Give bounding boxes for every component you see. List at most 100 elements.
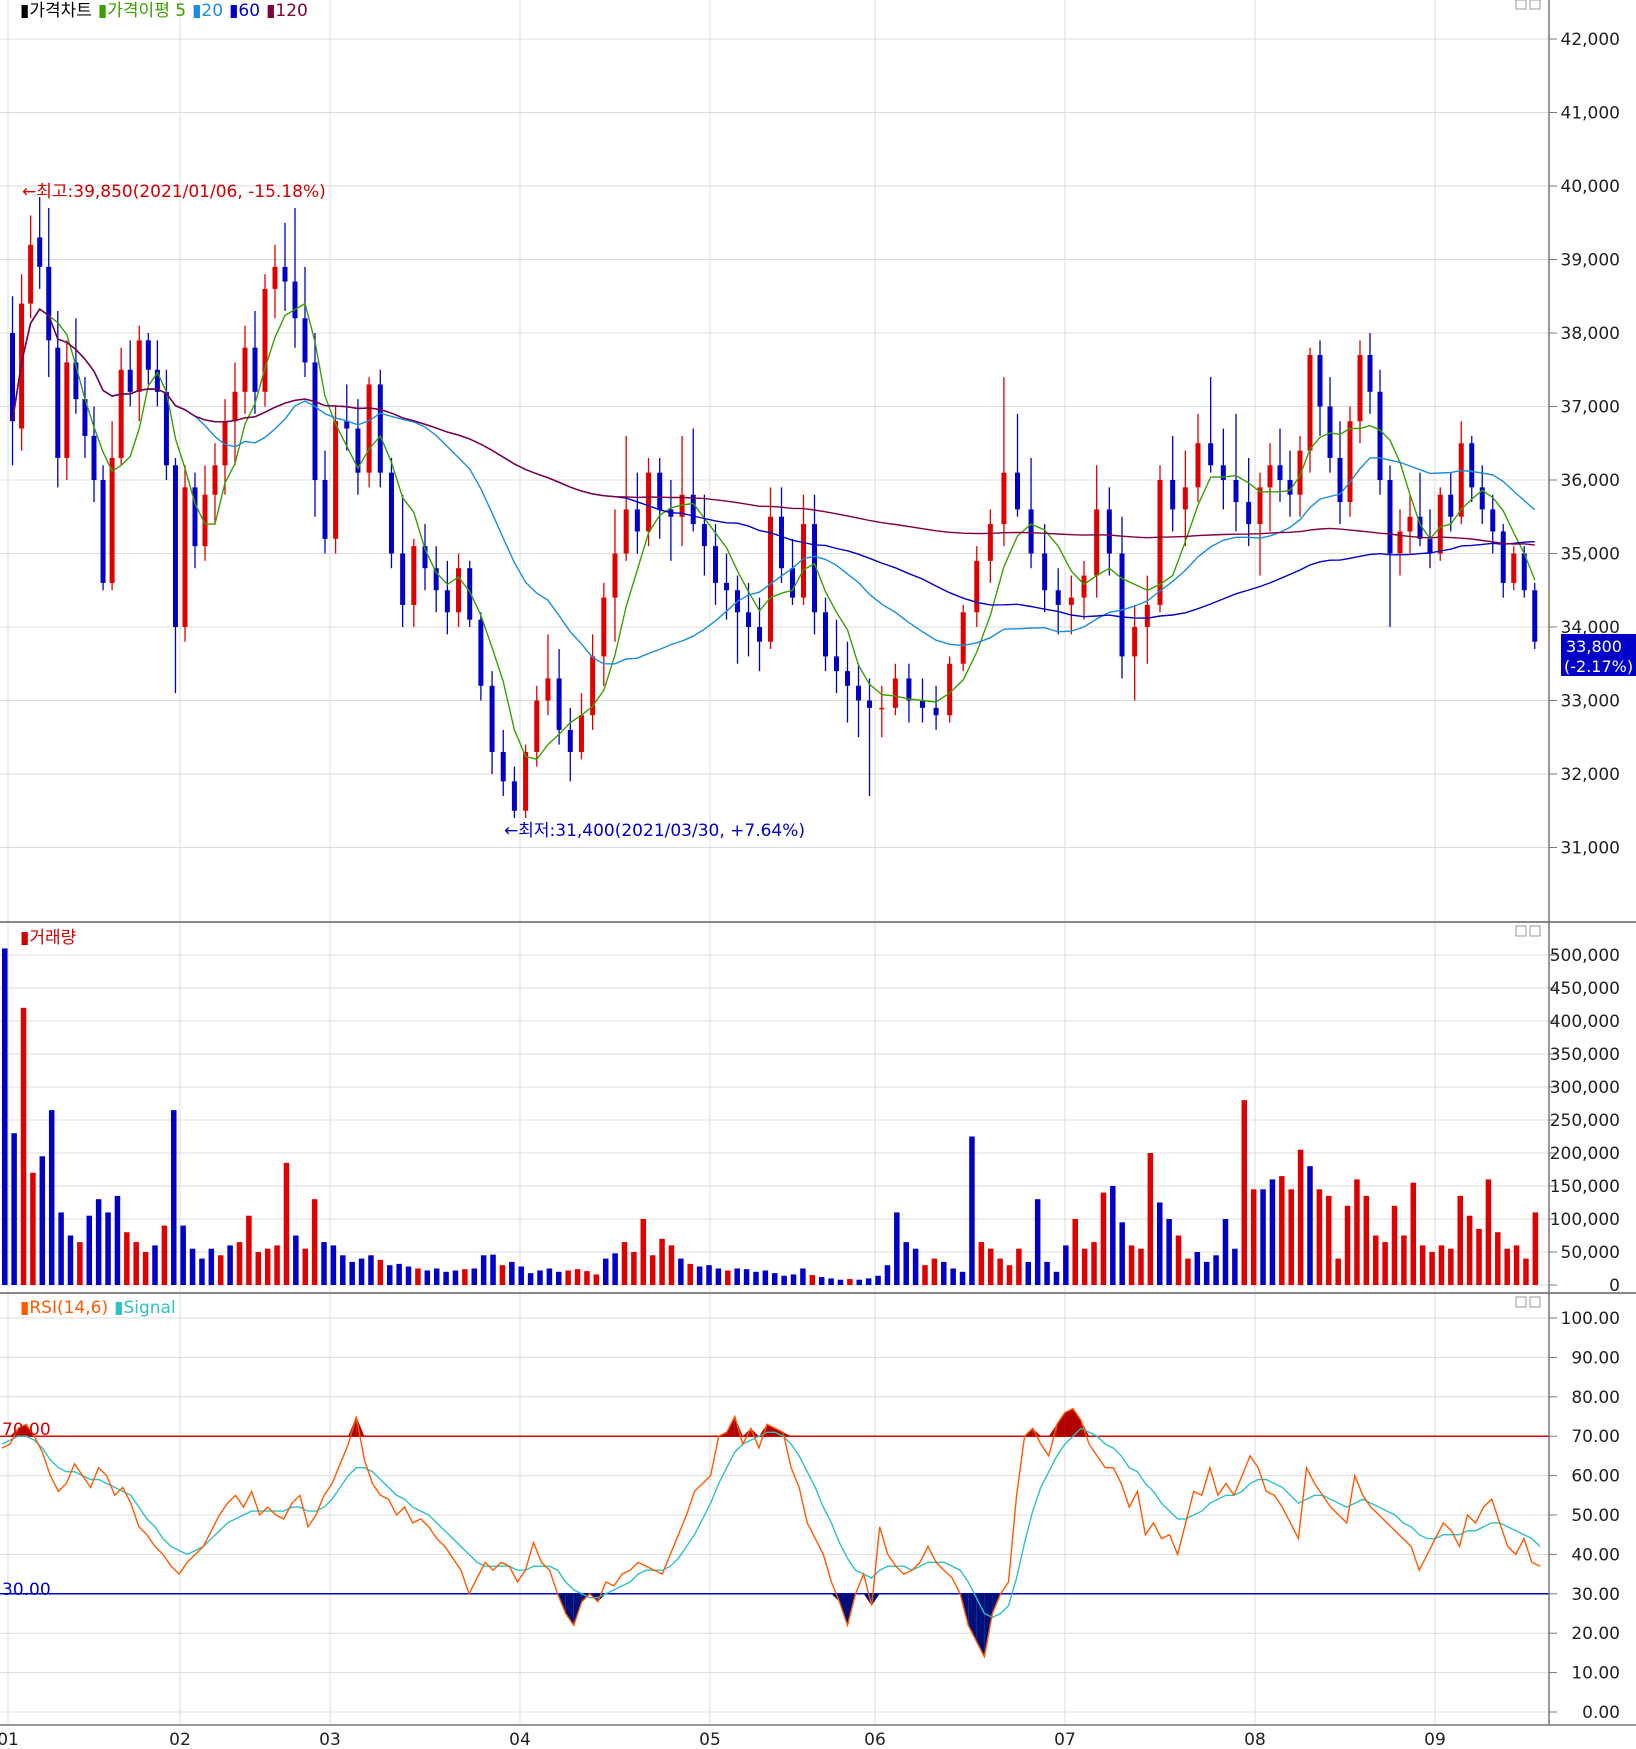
- legend-entry[interactable]: 120: [275, 1, 307, 21]
- volume-bar: [1232, 1248, 1238, 1285]
- volume-bar: [264, 1248, 271, 1285]
- legend-entry[interactable]: 60: [238, 1, 260, 21]
- volume-bar: [1110, 1186, 1116, 1285]
- candle-body: [1257, 487, 1263, 525]
- candle-body: [523, 751, 529, 811]
- candle-body: [1500, 531, 1506, 583]
- candle-body: [82, 399, 88, 436]
- candle-body: [974, 560, 980, 613]
- volume-bar: [1175, 1235, 1182, 1285]
- candle-body: [145, 340, 151, 370]
- legend-entry[interactable]: Signal: [123, 1298, 175, 1318]
- close-icon[interactable]: [1529, 925, 1541, 937]
- volume-bar: [58, 1212, 64, 1285]
- candle-body: [64, 362, 70, 458]
- volume-bar: [415, 1268, 421, 1285]
- price-panel-controls: [1515, 0, 1541, 10]
- y-tick-label: 40,000: [1561, 177, 1620, 197]
- volume-bar: [189, 1248, 196, 1285]
- candle-body: [1001, 472, 1007, 525]
- legend-entry[interactable]: RSI(14,6): [29, 1298, 108, 1318]
- rsi-signal-line: [1, 1427, 1541, 1619]
- volume-bar: [433, 1268, 440, 1285]
- maximize-icon[interactable]: [1515, 1296, 1527, 1308]
- y-tick-label: 150,000: [1550, 1177, 1620, 1197]
- legend-marker: ▮: [20, 928, 29, 948]
- volume-bar: [1166, 1219, 1172, 1285]
- volume-bar: [1119, 1222, 1125, 1285]
- candle-body: [757, 627, 762, 642]
- candle-body: [1387, 480, 1393, 554]
- candle-body: [100, 480, 106, 583]
- legend-entry[interactable]: 가격이평 5: [107, 1, 186, 21]
- volume-bar: [1288, 1189, 1294, 1285]
- candle-body: [127, 369, 133, 392]
- volume-bar: [1081, 1248, 1088, 1285]
- maximize-icon[interactable]: [1515, 925, 1527, 937]
- candle-body: [812, 524, 817, 613]
- candle-body: [489, 685, 495, 752]
- volume-bar: [142, 1252, 149, 1285]
- candle-body: [500, 751, 506, 782]
- candle-body: [37, 237, 43, 267]
- x-tick-label: 06: [864, 1730, 886, 1749]
- candle-body: [292, 281, 298, 319]
- volume-bar: [274, 1245, 280, 1285]
- candle-body: [1367, 355, 1373, 392]
- candle-body: [1042, 553, 1048, 591]
- candle-body: [1407, 516, 1413, 532]
- candle-body: [1287, 480, 1293, 495]
- candle-body: [1055, 590, 1061, 605]
- y-tick-label: 37,000: [1561, 398, 1620, 418]
- volume-bar: [1504, 1248, 1510, 1285]
- volume-bar: [1203, 1261, 1210, 1285]
- candle-body: [920, 700, 925, 708]
- candle-body: [1357, 355, 1363, 422]
- candle-body: [646, 472, 652, 532]
- volume-bar: [217, 1255, 224, 1285]
- y-tick-label: 10.00: [1571, 1664, 1620, 1684]
- volume-bar: [1006, 1265, 1013, 1285]
- y-tick-label: 500,000: [1550, 946, 1620, 966]
- candle-body: [10, 333, 16, 422]
- y-tick-label: 0: [1609, 1276, 1620, 1296]
- close-icon[interactable]: [1529, 1296, 1541, 1308]
- y-tick-label: 50.00: [1571, 1506, 1620, 1526]
- volume-bar: [405, 1266, 412, 1285]
- legend-entry[interactable]: 20: [201, 1, 223, 21]
- volume-bar: [1391, 1205, 1398, 1285]
- candle-body: [1068, 597, 1074, 605]
- volume-bar: [208, 1248, 215, 1285]
- rsi-oversold-fill: [871, 1593, 880, 1606]
- candle-body: [154, 369, 160, 392]
- volume-bar: [443, 1271, 449, 1285]
- volume-bar: [1316, 1189, 1323, 1285]
- maximize-icon[interactable]: [1515, 0, 1527, 10]
- volume-bar: [875, 1275, 881, 1285]
- volume-bar: [584, 1271, 590, 1285]
- candle-body: [333, 421, 339, 539]
- candle-body: [690, 494, 696, 525]
- legend-entry[interactable]: 거래량: [29, 928, 76, 948]
- candle-body: [136, 340, 142, 392]
- candle-body: [366, 384, 372, 473]
- volume-bar: [809, 1275, 816, 1285]
- candle-body: [713, 546, 718, 583]
- volume-bar: [480, 1255, 487, 1285]
- volume-bar: [1335, 1258, 1341, 1285]
- candle-body: [801, 524, 806, 598]
- y-tick-label: 33,000: [1561, 692, 1620, 712]
- x-tick-label: 08: [1244, 1730, 1266, 1749]
- volume-bar: [950, 1268, 956, 1285]
- candle-body: [388, 472, 394, 554]
- close-icon[interactable]: [1529, 0, 1541, 10]
- volume-bar: [246, 1215, 252, 1285]
- candle-body: [657, 472, 663, 510]
- candle-body: [1469, 443, 1475, 488]
- volume-bar: [236, 1242, 243, 1285]
- legend-entry[interactable]: 가격차트: [29, 1, 92, 21]
- candle-body: [322, 480, 328, 539]
- volume-bar: [39, 1156, 46, 1285]
